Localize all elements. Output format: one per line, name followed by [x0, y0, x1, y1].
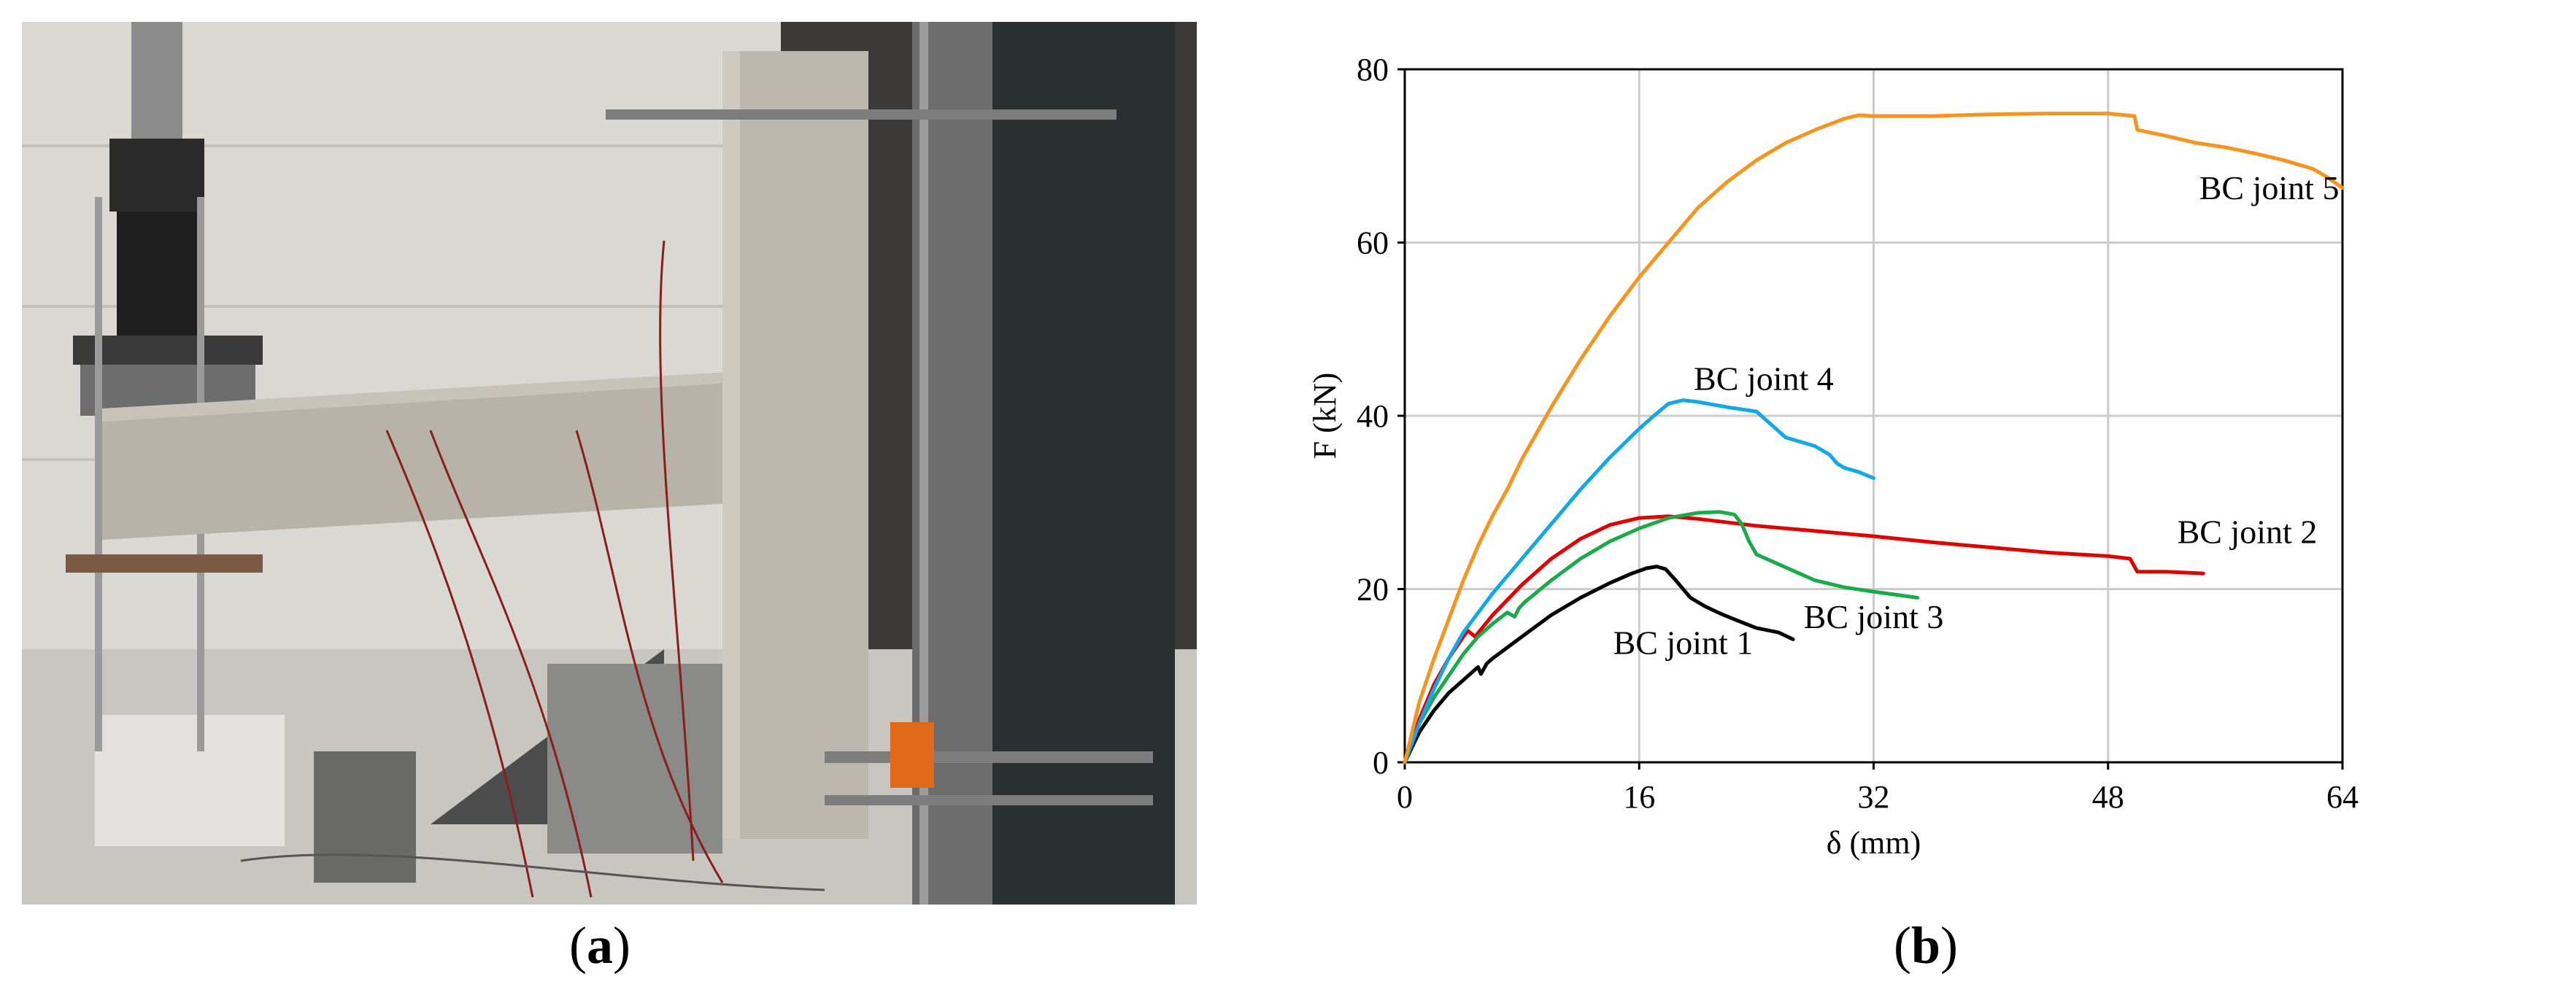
series-label: BC joint 1 — [1613, 624, 1754, 662]
x-tick-label: 64 — [2326, 779, 2359, 815]
x-axis-label: δ (mm) — [1827, 825, 1921, 861]
series-label: BC joint 2 — [2178, 514, 2318, 551]
test-setup-photo — [22, 22, 1197, 905]
series-line-bc-joint-4 — [1403, 398, 1875, 764]
x-tick-label: 32 — [1858, 779, 1890, 815]
series-line-bc-joint-5 — [1403, 112, 2345, 764]
series-line-bc-joint-1 — [1403, 565, 1795, 764]
y-axis-label: F (kN) — [1307, 373, 1343, 460]
y-tick-label: 80 — [1357, 52, 1389, 88]
x-tick-label: 16 — [1623, 779, 1655, 815]
x-tick-label: 48 — [2092, 779, 2124, 815]
y-tick-label: 0 — [1373, 745, 1389, 781]
series-label: BC joint 4 — [1694, 360, 1834, 397]
chart-grid — [1405, 69, 2342, 762]
y-tick-label: 20 — [1357, 572, 1389, 608]
y-tick-label: 40 — [1357, 398, 1389, 434]
x-tick-label: 0 — [1397, 779, 1413, 815]
panel-label-b: (b) — [1894, 916, 1959, 975]
series-label: BC joint 5 — [2199, 169, 2340, 206]
series-lines — [1403, 112, 2345, 764]
series-label: BC joint 3 — [1804, 598, 1944, 635]
panel-label-a: (a) — [569, 916, 630, 975]
y-tick-label: 60 — [1357, 225, 1389, 261]
axis-ticks: 0 16 32 48 64 0 20 40 60 80 — [1357, 52, 2359, 815]
series-labels: BC joint 1 BC joint 2 BC joint 3 BC joint 4… — [1613, 169, 2340, 661]
load-displacement-chart: 0 16 32 48 64 0 20 40 60 80 δ (mm) F (kN) BC join… — [1307, 52, 2359, 861]
series-line-bc-joint-3 — [1403, 510, 1920, 764]
